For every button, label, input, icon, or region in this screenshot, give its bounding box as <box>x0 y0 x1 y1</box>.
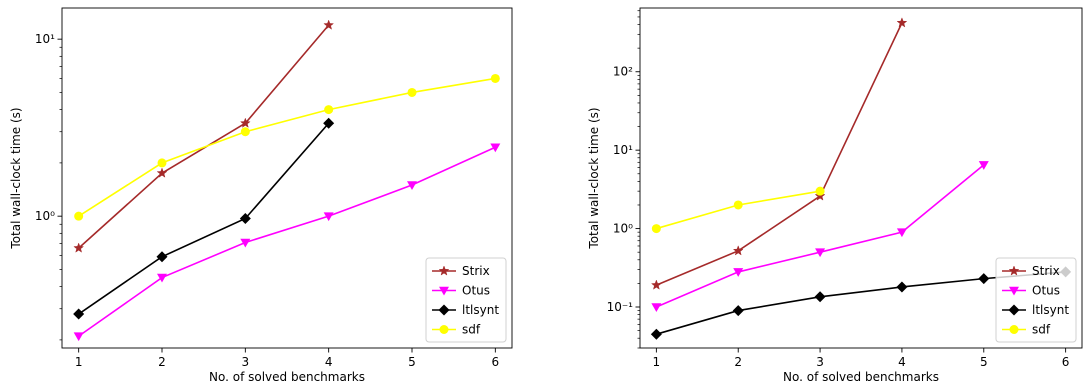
x-tick-label: 6 <box>492 355 500 369</box>
data-point-otus <box>240 238 251 248</box>
data-point-ltlsynt <box>323 117 335 129</box>
data-point-ltlsynt <box>239 213 251 225</box>
data-point-otus <box>733 268 744 277</box>
legend-marker-strix <box>1008 265 1020 276</box>
x-axis-label: No. of solved benchmarks <box>209 370 365 384</box>
left-chart: 10⁰ 10¹ 1 2 3 4 5 6 No. of solved benchmarks Tota… <box>9 7 513 384</box>
data-point-otus <box>407 181 417 191</box>
data-point-strix <box>156 167 168 178</box>
legend-marker-strix <box>438 265 450 276</box>
data-point-otus <box>323 212 334 222</box>
legend-label: sdf <box>462 323 481 337</box>
data-point-ltlsynt <box>650 328 662 340</box>
series-line-strix <box>78 24 330 249</box>
data-point-ltlsynt <box>156 251 168 263</box>
legend-marker-otus <box>1009 286 1019 296</box>
data-point-otus <box>490 143 501 153</box>
data-point-sdf <box>240 127 250 137</box>
data-point-strix <box>896 17 908 28</box>
y-tick-label: 10⁰ <box>35 209 55 223</box>
data-point-sdf <box>324 105 334 115</box>
legend-box <box>425 257 507 343</box>
x-tick-label: 2 <box>158 355 166 369</box>
right-chart: 10⁻¹ 10⁰ 10¹ 10² 1 2 3 4 5 6 No. of solved benchma… <box>587 7 1083 384</box>
y-axis-label: Total wall-clock time (s) <box>9 107 23 249</box>
series-line-sdf <box>656 190 821 230</box>
x-tick-label: 3 <box>816 355 824 369</box>
legend-label: ltlsynt <box>1032 303 1069 317</box>
x-tick-label: 1 <box>75 355 83 369</box>
data-point-otus <box>978 161 989 170</box>
data-point-sdf <box>815 186 825 196</box>
y-tick-label: 10¹ <box>613 143 633 157</box>
data-point-otus <box>815 248 826 258</box>
legend-marker-sdf <box>1009 325 1019 334</box>
data-point-otus <box>73 332 84 342</box>
legend-label: sdf <box>1032 323 1051 337</box>
data-point-ltlsynt <box>814 291 826 303</box>
plot-frame <box>61 7 513 349</box>
data-point-otus <box>157 273 167 283</box>
data-point-sdf <box>407 87 417 97</box>
series-line-otus <box>656 164 985 308</box>
data-point-sdf <box>490 73 500 83</box>
series-line-sdf <box>78 77 496 217</box>
legend-label: ltlsynt <box>462 303 499 317</box>
legend-label: Otus <box>462 284 490 298</box>
series-line-otus <box>78 146 496 337</box>
x-tick-label: 5 <box>980 355 988 369</box>
x-tick-label: 4 <box>325 355 333 369</box>
data-point-sdf <box>157 158 167 168</box>
y-axis-label: Total wall-clock time (s) <box>587 107 601 249</box>
legend-marker-ltlsynt <box>438 304 450 316</box>
x-axis-label: No. of solved benchmarks <box>783 370 939 384</box>
x-tick-label: 3 <box>242 355 250 369</box>
data-point-ltlsynt <box>732 305 744 317</box>
legend-marker-otus <box>439 286 449 296</box>
series-line-strix <box>656 22 903 286</box>
series-line-ltlsynt <box>78 122 330 315</box>
x-tick-label: 6 <box>1062 355 1070 369</box>
y-tick-label: 10¹ <box>35 32 55 46</box>
data-point-sdf <box>74 211 84 221</box>
data-point-sdf <box>651 224 661 234</box>
data-point-strix <box>732 245 744 256</box>
data-point-ltlsynt <box>978 273 990 285</box>
x-tick-label: 4 <box>898 355 906 369</box>
legend-label: Otus <box>1032 284 1060 298</box>
legend-marker-ltlsynt <box>1008 304 1020 316</box>
legend-box <box>995 257 1077 343</box>
plot-frame <box>639 7 1083 349</box>
y-tick-label: 10⁻¹ <box>607 300 634 314</box>
data-point-otus <box>651 303 662 312</box>
x-tick-label: 2 <box>734 355 742 369</box>
legend-marker-sdf <box>439 325 449 334</box>
x-tick-label: 1 <box>653 355 661 369</box>
data-point-strix <box>323 19 335 30</box>
data-point-sdf <box>733 200 743 210</box>
data-point-otus <box>896 228 907 238</box>
legend-label: Strix <box>1032 264 1060 278</box>
legend-label: Strix <box>462 264 490 278</box>
data-point-strix <box>650 279 662 290</box>
data-point-ltlsynt <box>73 308 85 320</box>
y-tick-label: 10² <box>613 65 633 79</box>
data-point-ltlsynt <box>896 281 908 293</box>
y-tick-label: 10⁰ <box>613 222 633 236</box>
data-point-strix <box>239 117 251 128</box>
data-point-strix <box>73 242 85 253</box>
x-tick-label: 5 <box>408 355 416 369</box>
